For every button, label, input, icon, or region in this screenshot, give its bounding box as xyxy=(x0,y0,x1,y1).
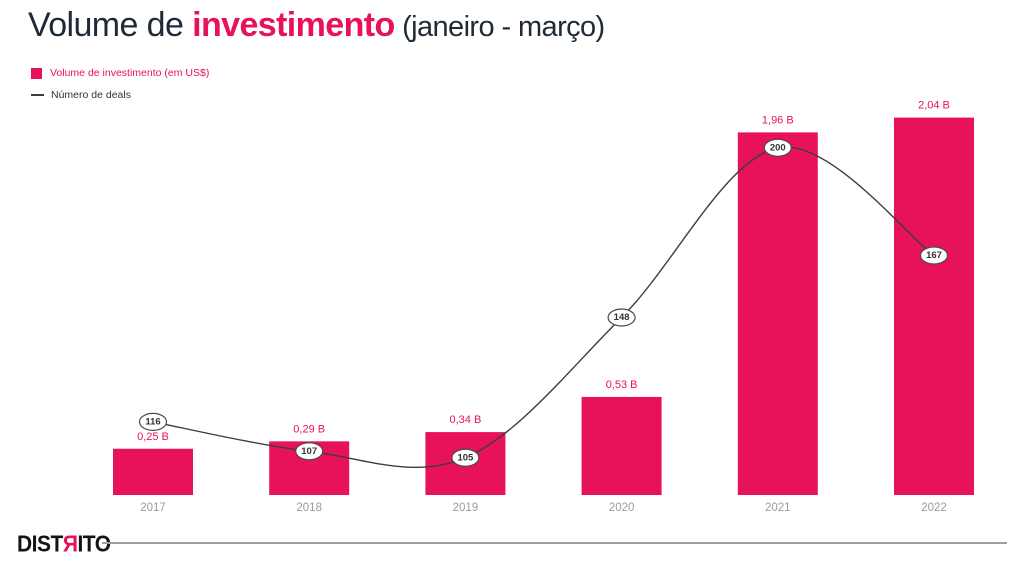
legend-volume-label: Volume de investimento (em US$) xyxy=(50,67,210,79)
title-prefix: Volume de xyxy=(28,6,193,44)
bar-2020 xyxy=(581,396,662,495)
distrito-logo: DISTЯITO xyxy=(17,532,111,558)
bar-value-label-2017: 0,25 B xyxy=(137,431,169,443)
deals-marker-2020 xyxy=(607,308,636,327)
bar-value-label-2019: 0,34 B xyxy=(449,414,481,426)
page-title: Volume de investimento (janeiro - março) xyxy=(28,6,605,45)
deals-marker-value-2022: 167 xyxy=(926,250,942,261)
deals-line-icon xyxy=(31,94,44,96)
footer-divider xyxy=(102,542,1007,544)
legend-deals-label: Número de deals xyxy=(51,89,131,101)
title-suffix: (janeiro - março) xyxy=(394,11,605,43)
deals-marker-value-2020: 148 xyxy=(614,312,630,323)
bar-2022 xyxy=(894,117,974,495)
legend-item-deals: Número de deals xyxy=(31,89,209,101)
title-accent: investimento xyxy=(192,6,395,44)
deals-marker-value-2018: 107 xyxy=(301,446,317,457)
x-axis-label-2021: 2021 xyxy=(765,502,791,514)
chart-legend: Volume de investimento (em US$) Número d… xyxy=(31,67,209,111)
deals-marker-2017 xyxy=(138,412,168,431)
x-axis-label-2022: 2022 xyxy=(921,502,947,514)
deals-marker-value-2017: 116 xyxy=(145,416,160,427)
bar-value-label-2018: 0,29 B xyxy=(293,423,325,435)
logo-text-left: DIST xyxy=(17,532,63,557)
deals-marker-2022 xyxy=(919,246,949,265)
deals-marker-2018 xyxy=(295,442,324,461)
deals-marker-value-2019: 105 xyxy=(457,452,474,463)
volume-swatch-icon xyxy=(31,67,42,79)
logo-reversed-r: Я xyxy=(62,532,78,557)
bar-value-label-2021: 1,96 B xyxy=(762,114,794,126)
deals-marker-2021 xyxy=(763,138,792,157)
bar-value-label-2020: 0,53 B xyxy=(606,379,638,391)
bar-2021 xyxy=(737,132,818,495)
x-axis-label-2017: 2017 xyxy=(140,502,166,514)
x-axis-label-2019: 2019 xyxy=(453,502,479,514)
bar-2017 xyxy=(113,448,193,495)
deals-marker-2019 xyxy=(451,448,480,467)
x-axis-label-2018: 2018 xyxy=(296,502,322,514)
legend-item-volume: Volume de investimento (em US$) xyxy=(31,67,209,79)
x-axis-label-2020: 2020 xyxy=(609,502,635,514)
bar-value-label-2022: 2,04 B xyxy=(918,100,950,112)
deals-marker-value-2021: 200 xyxy=(770,142,786,153)
logo-text-right: ITO xyxy=(77,532,111,557)
